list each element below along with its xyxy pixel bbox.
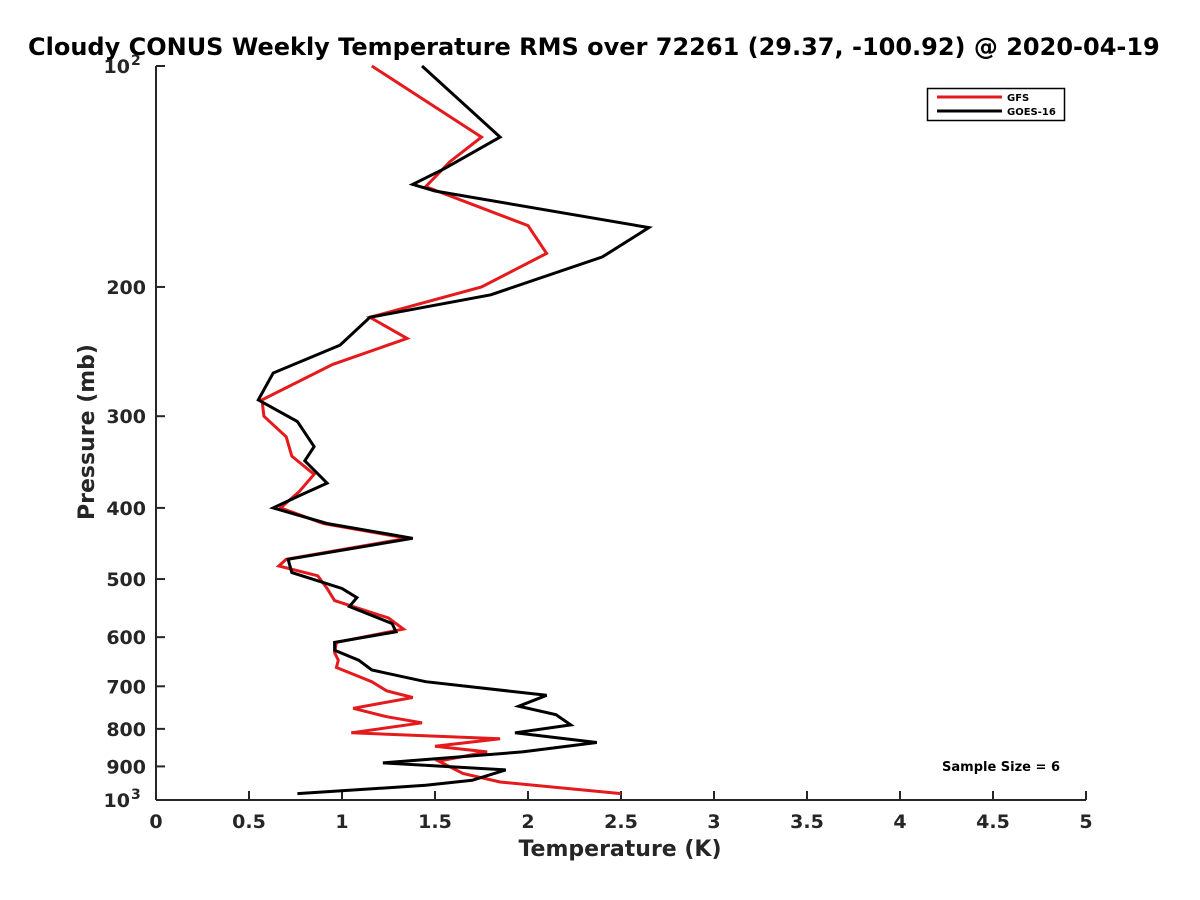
y-tick-label: 300 [106, 406, 146, 428]
x-tick-label: 3.5 [790, 811, 824, 833]
y-tick-label: 10 [104, 56, 130, 78]
y-tick-label: 700 [106, 676, 146, 698]
x-axis-label: Temperature (K) [518, 837, 721, 862]
sample-size-annotation: Sample Size = 6 [942, 760, 1060, 775]
y-tick-exponent: 3 [131, 787, 141, 803]
x-tick-label: 3 [707, 811, 720, 833]
x-tick-label: 1 [335, 811, 348, 833]
y-tick-exponent: 2 [131, 53, 141, 69]
x-tick-label: 4.5 [976, 811, 1010, 833]
y-tick-label: 800 [106, 719, 146, 741]
y-axis-label: Pressure (mb) [75, 344, 100, 520]
x-tick-label: 1.5 [418, 811, 452, 833]
x-tick-label: 2 [521, 811, 534, 833]
series-line-goes-16 [256, 64, 654, 796]
legend-box [926, 87, 1066, 122]
x-tick-label: 0 [149, 811, 162, 833]
series-group [256, 64, 654, 796]
y-tick-label: 400 [106, 498, 146, 520]
y-tick-label: 10 [104, 790, 130, 812]
x-tick-label: 4 [893, 811, 906, 833]
legend: GFS GOES-16 [926, 87, 1066, 122]
y-tick-label: 600 [106, 627, 146, 649]
x-tick-label: 5 [1079, 811, 1092, 833]
x-tick-label: 0.5 [232, 811, 266, 833]
plot-area [155, 66, 1086, 801]
x-axis-ticks: 0 0.5 1 1.5 2 2.5 3 3.5 4 4.5 5 [149, 791, 1093, 833]
y-tick-label: 900 [106, 756, 146, 778]
legend-label: GOES-16 [1007, 107, 1056, 118]
legend-label: GFS [1007, 93, 1029, 104]
x-tick-label: 2.5 [604, 811, 638, 833]
y-tick-label: 500 [106, 569, 146, 591]
chart-title: Cloudy CONUS Weekly Temperature RMS over… [28, 33, 1160, 61]
y-tick-label: 200 [106, 277, 146, 299]
